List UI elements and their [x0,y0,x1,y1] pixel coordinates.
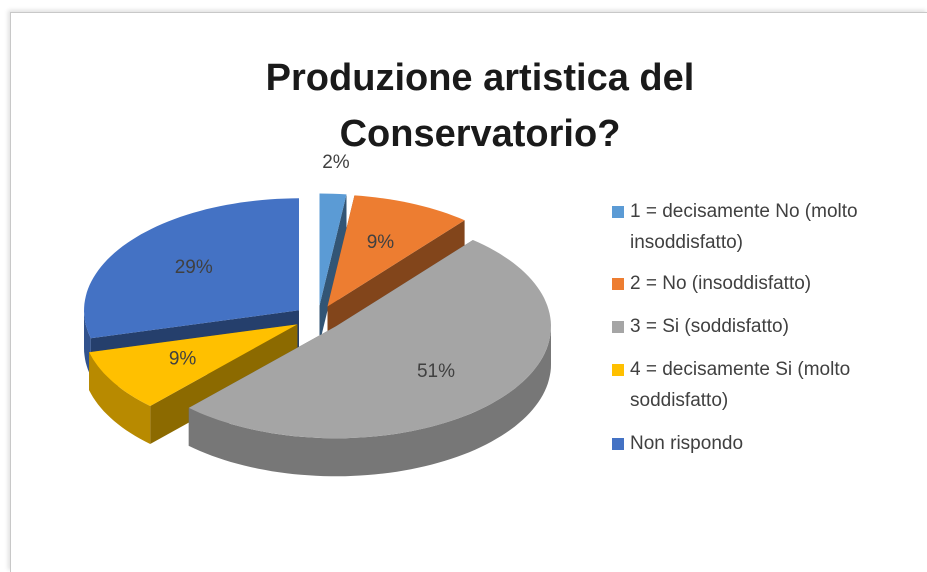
pie-slice [319,193,347,344]
slice-top [89,324,298,406]
data-label: 9% [367,232,395,253]
legend-entry: Non rispondo [612,428,912,459]
slice-top [84,198,299,339]
legend-entry: 1 = decisamente No (molto insoddisfatto) [612,196,912,258]
legend-swatch [612,321,624,333]
legend-swatch [612,278,624,290]
legend-entry: 2 = No (insoddisfatto) [612,268,912,299]
legend-swatch [612,364,624,376]
legend-swatch [612,206,624,218]
slice-top [188,240,552,439]
data-label: 51% [417,361,455,382]
legend: 1 = decisamente No (molto insoddisfatto)… [612,196,912,459]
slice-side [319,194,347,344]
data-label: 9% [169,349,197,370]
slice-top [327,195,465,307]
legend-label: 2 = No (insoddisfatto) [630,273,812,294]
legend-label: 1 = decisamente No (molto insoddisfatto) [630,201,858,253]
data-label: 29% [175,257,213,278]
slice-wall [188,326,552,477]
pie-slice [188,240,552,477]
slice-wall [89,352,151,444]
legend-swatch [612,438,624,450]
chart-frame [10,12,927,572]
slice-top [319,193,347,306]
legend-label: 4 = decisamente Si (molto soddisfatto) [630,359,851,411]
legend-label: 3 = Si (soddisfatto) [630,316,789,337]
legend-entry: 4 = decisamente Si (molto soddisfatto) [612,354,912,416]
data-label: 2% [322,152,350,173]
legend-label: Non rispondo [630,433,744,454]
legend-entry: 3 = Si (soddisfatto) [612,311,912,342]
pie-slice [89,324,298,444]
chart-title: Produzione artistica del Conservatorio? [265,57,695,155]
